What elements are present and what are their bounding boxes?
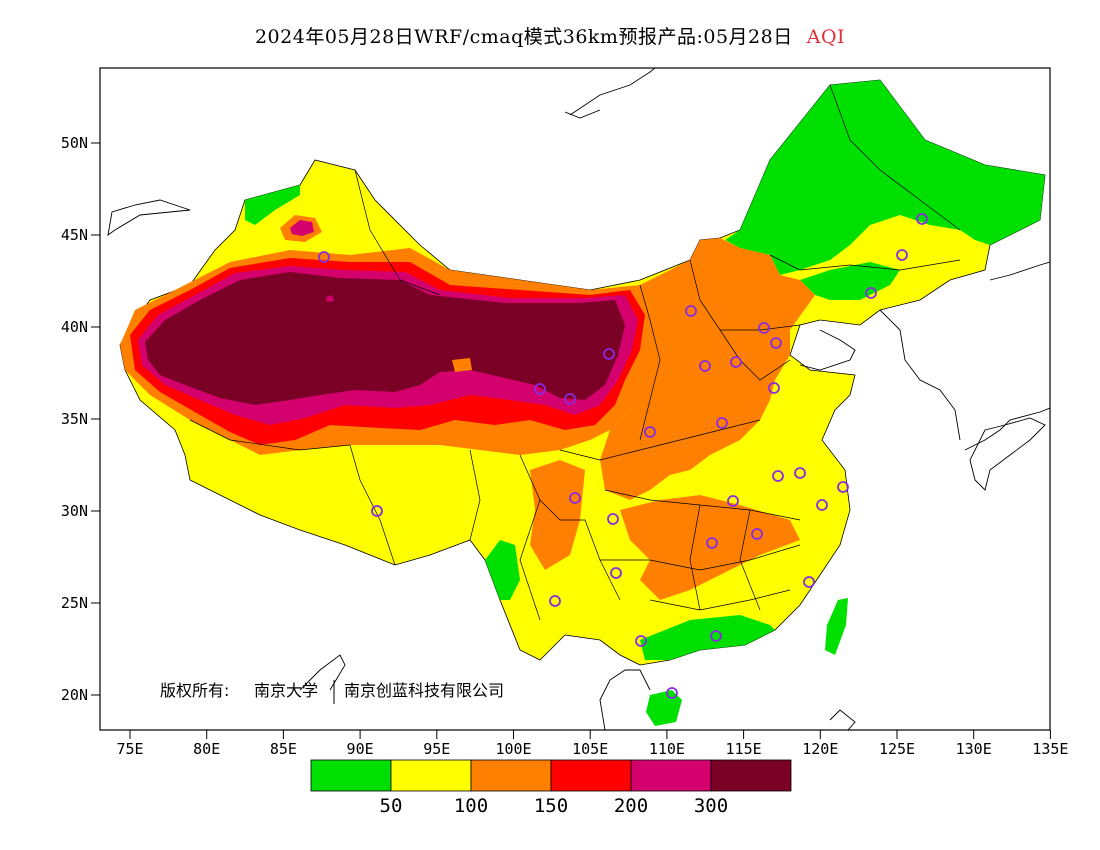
- station-ring: [896, 249, 908, 261]
- station-ring: [318, 251, 330, 263]
- x-tick-label: 105E: [572, 740, 608, 758]
- title-text: 2024年05月28日WRF/cmaq模式36km预报产品:05月28日: [254, 26, 793, 48]
- station-ring: [569, 492, 581, 504]
- hotspot-area: [290, 220, 314, 236]
- copyright-org2: 南京创蓝科技有限公司: [344, 681, 504, 700]
- legend-swatch: [470, 759, 552, 792]
- legend-label: 150: [534, 795, 568, 817]
- station-ring: [816, 499, 828, 511]
- station-ring: [534, 383, 546, 395]
- x-tick-label: 135E: [1032, 740, 1068, 758]
- x-tick-label: 115E: [726, 740, 762, 758]
- station-ring: [837, 481, 849, 493]
- map-title: 2024年05月28日WRF/cmaq模式36km预报产品:05月28日 AQI: [0, 22, 1100, 49]
- color-legend: 50 100 150 200 300: [310, 759, 792, 817]
- province-boundaries: [189, 84, 961, 621]
- x-tick-label: 85E: [270, 740, 297, 758]
- station-ring: [794, 467, 806, 479]
- legend-swatch: [710, 759, 792, 792]
- legend-label: 100: [454, 795, 488, 817]
- x-tick-label: 130E: [956, 740, 992, 758]
- station-ring: [710, 630, 722, 642]
- legend-swatch: [390, 759, 472, 792]
- region-good-southeast: [640, 615, 775, 660]
- y-tick-label: 20N: [61, 686, 88, 704]
- station-ring: [751, 528, 763, 540]
- legend-swatch: [550, 759, 632, 792]
- region-good-altai: [245, 185, 300, 225]
- region-usg-sichuan: [530, 460, 585, 570]
- x-tick-label: 95E: [423, 740, 450, 758]
- station-ring: [635, 635, 647, 647]
- x-tick-label: 80E: [193, 740, 220, 758]
- station-ring: [865, 287, 877, 299]
- y-tick-label: 35N: [61, 410, 88, 428]
- station-ring: [916, 213, 928, 225]
- station-ring: [716, 417, 728, 429]
- legend-label: 50: [380, 795, 403, 817]
- station-ring: [549, 595, 561, 607]
- region-good-hainan: [646, 690, 682, 726]
- y-tick-label: 25N: [61, 594, 88, 612]
- station-ring: [564, 393, 576, 405]
- copyright-label: 版权所有:: [160, 681, 229, 700]
- station-markers: [318, 213, 928, 699]
- station-ring: [727, 495, 739, 507]
- region-good-northeast: [725, 80, 1045, 275]
- station-ring: [768, 382, 780, 394]
- copyright-org1: 南京大学: [254, 681, 318, 700]
- station-ring: [666, 687, 678, 699]
- legend-swatch: [630, 759, 712, 792]
- region-hazardous: [145, 272, 625, 405]
- station-ring: [803, 576, 815, 588]
- station-ring: [610, 567, 622, 579]
- station-ring: [607, 513, 619, 525]
- x-tick-label: 125E: [879, 740, 915, 758]
- station-ring: [644, 426, 656, 438]
- legend-label: 300: [694, 795, 728, 817]
- y-tick-label: 45N: [61, 226, 88, 244]
- station-ring: [685, 305, 697, 317]
- station-ring: [699, 360, 711, 372]
- x-tick-label: 90E: [347, 740, 374, 758]
- station-ring: [706, 537, 718, 549]
- hotspot-area: [452, 358, 472, 372]
- title-variable: AQI: [806, 26, 846, 48]
- station-ring: [770, 337, 782, 349]
- coastlines: [107, 68, 1050, 730]
- station-ring: [772, 470, 784, 482]
- x-axis: 75E 80E 85E 90E 95E 100E 105E 110E 115E 120E 125E 1…: [116, 730, 1068, 758]
- y-tick-label: 30N: [61, 502, 88, 520]
- legend-label: 200: [614, 795, 648, 817]
- x-tick-label: 120E: [802, 740, 838, 758]
- y-tick-label: 40N: [61, 318, 88, 336]
- region-good-taiwan: [825, 598, 848, 655]
- region-good-yunnan: [485, 540, 520, 600]
- x-tick-label: 110E: [649, 740, 685, 758]
- station-ring: [758, 322, 770, 334]
- station-ring: [371, 505, 383, 517]
- station-ring: [603, 348, 615, 360]
- hotspot-area: [326, 295, 334, 302]
- legend-swatch: [310, 759, 392, 792]
- y-axis: 50N 45N 40N 35N 30N 25N 20N: [61, 134, 100, 704]
- y-tick-label: 50N: [61, 134, 88, 152]
- x-tick-label: 100E: [495, 740, 531, 758]
- x-tick-label: 75E: [116, 740, 143, 758]
- station-ring: [730, 356, 742, 368]
